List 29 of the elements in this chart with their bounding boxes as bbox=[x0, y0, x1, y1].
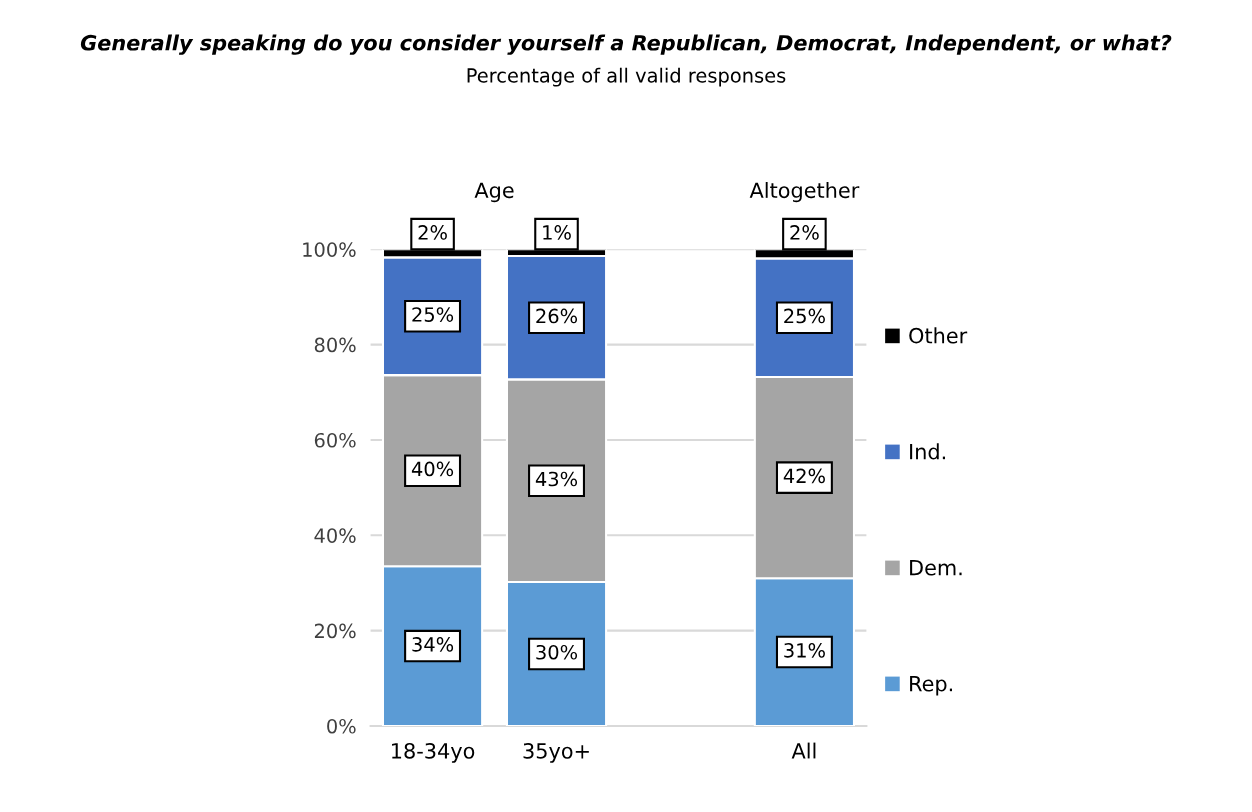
legend-label: Rep. bbox=[910, 675, 953, 696]
chart-title: Generally speaking do you consider yourself a Republican, Democrat, Independent, or what? bbox=[80, 34, 1172, 55]
text: Age bbox=[474, 182, 514, 203]
y-tick-label: 60% bbox=[314, 432, 356, 448]
data-label: 42% bbox=[783, 468, 825, 484]
legend-label: Dem. bbox=[910, 560, 962, 576]
y-tick-label: 80% bbox=[314, 337, 356, 353]
y-tick-label: 40% bbox=[314, 528, 356, 543]
x-tick-label: 35yo+ bbox=[523, 742, 589, 763]
y-tick-label: 20% bbox=[314, 623, 356, 639]
data-label: 30% bbox=[536, 644, 578, 660]
data-label: 2% bbox=[418, 225, 447, 240]
data-label: 43% bbox=[535, 471, 578, 487]
chart-subtitle: Percentage of all valid responses bbox=[467, 67, 786, 87]
y-tick-label: 100% bbox=[303, 242, 356, 257]
legend-label: Other bbox=[909, 327, 968, 344]
data-label: 31% bbox=[784, 642, 825, 658]
data-label: 40% bbox=[411, 461, 454, 477]
data-label: 25% bbox=[412, 307, 454, 322]
legend-label: Ind. bbox=[910, 443, 945, 460]
x-tick-label: All bbox=[791, 742, 816, 759]
data-label: 2% bbox=[790, 225, 819, 240]
data-label: 1% bbox=[543, 225, 571, 240]
data-label: 34% bbox=[412, 637, 454, 652]
data-label: 26% bbox=[536, 308, 578, 324]
data-label: 25% bbox=[784, 308, 825, 324]
x-tick-label: 18-34yo bbox=[392, 742, 475, 763]
y-tick-label: 0% bbox=[327, 718, 356, 734]
text: Altogether bbox=[749, 182, 860, 203]
